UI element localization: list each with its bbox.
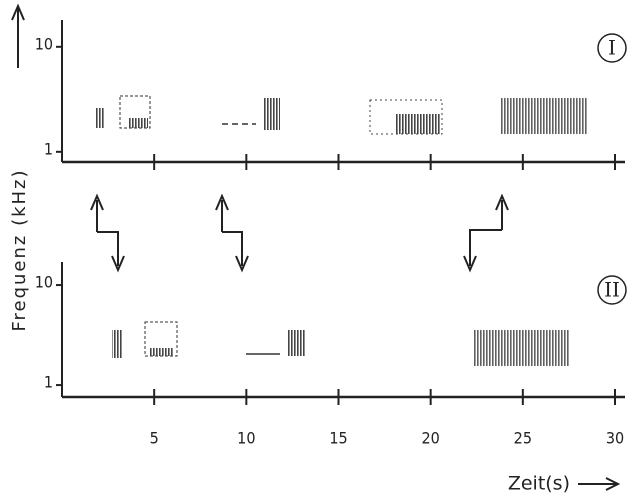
- y-arrow: [11, 3, 25, 68]
- y-tick-label: 10: [35, 273, 53, 292]
- x-tick-label: 10: [237, 429, 255, 448]
- y-tick-label: 10: [35, 34, 53, 53]
- x-tick-label: 30: [606, 429, 624, 448]
- x-arrow: [578, 477, 621, 491]
- x-tick-label: 20: [422, 429, 440, 448]
- x-axis-label: Zeit(s): [508, 473, 570, 495]
- y-tick-label: 1: [44, 373, 53, 392]
- panel-labels: I II: [597, 33, 627, 305]
- sonograms: [95, 95, 588, 366]
- y-axis-label: Frequenz (kHz): [9, 168, 30, 331]
- x-tick-label: 25: [514, 429, 532, 448]
- panel-label: I: [608, 36, 616, 60]
- panel-label: II: [604, 278, 620, 302]
- arrows: [90, 193, 509, 273]
- x-tick-label: 5: [150, 429, 159, 448]
- y-tick-label: 1: [44, 139, 53, 158]
- x-tick-label: 15: [329, 429, 347, 448]
